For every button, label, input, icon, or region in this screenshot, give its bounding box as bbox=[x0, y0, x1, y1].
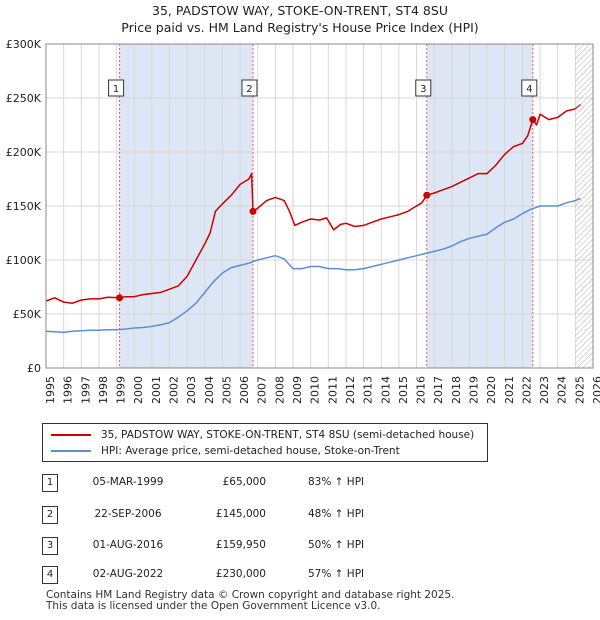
x-tick-label: 2002 bbox=[168, 376, 181, 404]
sale-point bbox=[116, 294, 124, 302]
sale-number: 1 bbox=[42, 474, 58, 492]
price-chart: 1 2 3 4 £0 £50K £100K £150K £200K £250K £300K 1995 1… bbox=[6, 38, 600, 404]
sale-number-box bbox=[108, 79, 125, 97]
x-tick-label: 2021 bbox=[503, 376, 516, 404]
sale-number-label: 4 bbox=[526, 84, 532, 95]
x-tick-label: 2005 bbox=[220, 376, 233, 404]
y-tick-label: £150K bbox=[6, 200, 42, 213]
y-tick-label: £50K bbox=[13, 308, 42, 321]
legend-swatch-property bbox=[51, 434, 91, 436]
sale-price: £65,000 bbox=[222, 476, 266, 488]
x-tick-label: 1996 bbox=[62, 376, 75, 404]
hpi-line bbox=[45, 197, 581, 334]
y-tick-label: £0 bbox=[27, 362, 41, 375]
sale-row: 4 02-AUG-2022 £230,000 57% ↑ HPI bbox=[42, 566, 562, 586]
sale-number: 2 bbox=[42, 506, 58, 524]
footer-copyright: Contains HM Land Registry data © Crown c… bbox=[46, 589, 455, 601]
x-tick-label: 2006 bbox=[238, 376, 251, 404]
x-tick-label: 2003 bbox=[185, 376, 198, 404]
sale-number-box bbox=[521, 79, 538, 97]
x-tick-label: 2014 bbox=[379, 376, 392, 404]
sale-number-box bbox=[415, 79, 432, 97]
sale-date: 01-AUG-2016 bbox=[92, 539, 164, 551]
chart-title-line2: Price paid vs. HM Land Registry's House … bbox=[121, 20, 479, 35]
legend-item-property: 35, PADSTOW WAY, STOKE-ON-TRENT, ST4 8SU… bbox=[51, 427, 474, 443]
sale-row: 2 22-SEP-2006 £145,000 48% ↑ HPI bbox=[42, 506, 562, 526]
x-tick-label: 2008 bbox=[273, 376, 286, 404]
sale-row: 3 01-AUG-2016 £159,950 50% ↑ HPI bbox=[42, 537, 562, 557]
plot-frame bbox=[45, 43, 594, 369]
x-tick-label: 2019 bbox=[467, 376, 480, 404]
footer-licence: This data is licensed under the Open Gov… bbox=[46, 600, 381, 612]
sale-date: 22-SEP-2006 bbox=[94, 508, 162, 520]
sale-price: £145,000 bbox=[215, 508, 266, 520]
x-tick-label: 1999 bbox=[115, 376, 128, 404]
x-tick-label: 2013 bbox=[362, 376, 375, 404]
y-tick-label: £300K bbox=[6, 38, 42, 51]
x-tick-label: 2017 bbox=[432, 376, 445, 404]
sale-number: 3 bbox=[42, 537, 58, 555]
x-tick-label: 2007 bbox=[256, 376, 269, 404]
footer: Contains HM Land Registry data © Crown c… bbox=[46, 590, 454, 612]
legend-label-hpi: HPI: Average price, semi-detached house,… bbox=[101, 445, 400, 457]
property-price-line bbox=[45, 103, 582, 304]
x-tick-label: 2024 bbox=[556, 376, 569, 404]
sale-number-label: 3 bbox=[420, 84, 426, 95]
x-tick-label: 1998 bbox=[97, 376, 110, 404]
y-tick-label: £250K bbox=[6, 92, 42, 105]
sale-number-label: 2 bbox=[246, 84, 252, 95]
x-tick-label: 2000 bbox=[132, 376, 145, 404]
projection-hatch bbox=[575, 44, 593, 368]
sale-date: 05-MAR-1999 bbox=[92, 476, 164, 488]
sale-price: £159,950 bbox=[215, 539, 266, 551]
legend-swatch-hpi bbox=[51, 450, 91, 452]
legend-item-hpi: HPI: Average price, semi-detached house,… bbox=[51, 443, 400, 459]
x-tick-label: 2010 bbox=[309, 376, 322, 404]
x-tick-label: 2004 bbox=[203, 376, 216, 404]
x-tick-label: 2026 bbox=[591, 376, 600, 404]
x-tick-label: 2001 bbox=[150, 376, 163, 404]
x-tick-label: 1997 bbox=[79, 376, 92, 404]
sale-number-box bbox=[241, 79, 258, 97]
sale-row: 1 05-MAR-1999 £65,000 83% ↑ HPI bbox=[42, 474, 562, 494]
x-tick-label: 2012 bbox=[344, 376, 357, 404]
x-tick-label: 2015 bbox=[397, 376, 410, 404]
sale-price: £230,000 bbox=[215, 568, 266, 580]
sale-hpi-change: 83% ↑ HPI bbox=[308, 476, 365, 488]
sale-number-label: 1 bbox=[113, 84, 119, 95]
sale-point bbox=[529, 116, 537, 124]
legend: 35, PADSTOW WAY, STOKE-ON-TRENT, ST4 8SU… bbox=[42, 423, 488, 462]
x-tick-label: 2022 bbox=[520, 376, 533, 404]
chart-title-line1: 35, PADSTOW WAY, STOKE-ON-TRENT, ST4 8SU bbox=[152, 3, 448, 18]
legend-label-property: 35, PADSTOW WAY, STOKE-ON-TRENT, ST4 8SU… bbox=[101, 429, 475, 441]
x-tick-label: 2023 bbox=[538, 376, 551, 404]
sale-hpi-change: 50% ↑ HPI bbox=[308, 539, 365, 551]
sale-hpi-change: 57% ↑ HPI bbox=[308, 568, 365, 580]
sale-hpi-change: 48% ↑ HPI bbox=[308, 508, 365, 520]
y-tick-label: £200K bbox=[6, 146, 42, 159]
x-tick-label: 2018 bbox=[450, 376, 463, 404]
x-tick-label: 2009 bbox=[291, 376, 304, 404]
x-tick-label: 2016 bbox=[415, 376, 428, 404]
y-tick-label: £100K bbox=[6, 254, 42, 267]
x-tick-label: 2020 bbox=[485, 376, 498, 404]
sale-date: 02-AUG-2022 bbox=[92, 568, 164, 580]
sale-point bbox=[423, 191, 431, 199]
sale-point bbox=[249, 207, 257, 215]
x-tick-label: 2011 bbox=[326, 376, 339, 404]
x-tick-label: 1995 bbox=[44, 376, 57, 404]
sale-number: 4 bbox=[42, 566, 58, 584]
x-tick-label: 2025 bbox=[573, 376, 586, 404]
